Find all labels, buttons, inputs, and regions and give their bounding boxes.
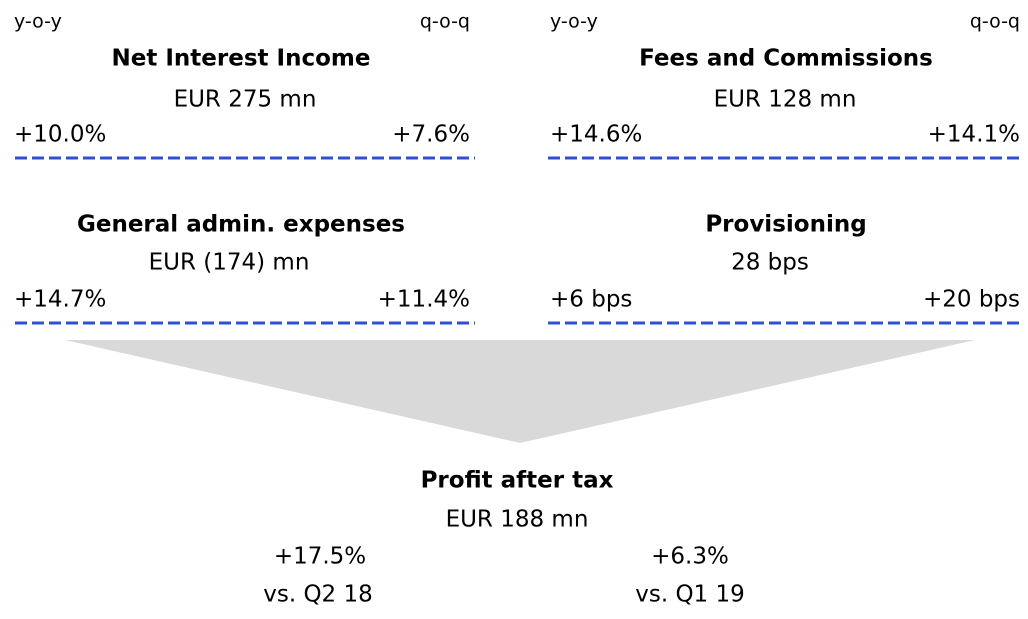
profit-value: EUR 188 mn <box>446 507 589 533</box>
yoy-label: y-o-y <box>14 11 62 33</box>
qoq-label: q-o-q <box>970 11 1020 33</box>
panel-qoq: +7.6% <box>392 122 470 148</box>
panel-yoy: +10.0% <box>14 122 106 148</box>
profit-yoy-note: vs. Q2 18 <box>263 582 373 608</box>
panel-value: EUR 128 mn <box>714 87 857 113</box>
panel-value: EUR 275 mn <box>174 87 317 113</box>
yoy-label: y-o-y <box>550 11 598 33</box>
panel-title: General admin. expenses <box>77 212 405 238</box>
panel-title: Fees and Commissions <box>639 46 933 72</box>
panel-title: Provisioning <box>705 212 866 238</box>
profit-yoy: +17.5% <box>274 544 366 570</box>
panel-title: Net Interest Income <box>112 46 371 72</box>
funnel <box>65 340 975 443</box>
profit-qoq: +6.3% <box>651 544 729 570</box>
panel-yoy: +6 bps <box>550 287 632 313</box>
panel-yoy: +14.7% <box>14 287 106 313</box>
panel-value: EUR (174) mn <box>149 250 310 276</box>
panel-qoq: +14.1% <box>928 122 1020 148</box>
panel-qoq: +11.4% <box>378 287 470 313</box>
panel-value: 28 bps <box>731 250 809 276</box>
profit-title: Profit after tax <box>421 468 614 494</box>
panel-qoq: +20 bps <box>923 287 1020 313</box>
profit-qoq-note: vs. Q1 19 <box>635 582 745 608</box>
qoq-label: q-o-q <box>420 11 470 33</box>
panel-yoy: +14.6% <box>550 122 642 148</box>
